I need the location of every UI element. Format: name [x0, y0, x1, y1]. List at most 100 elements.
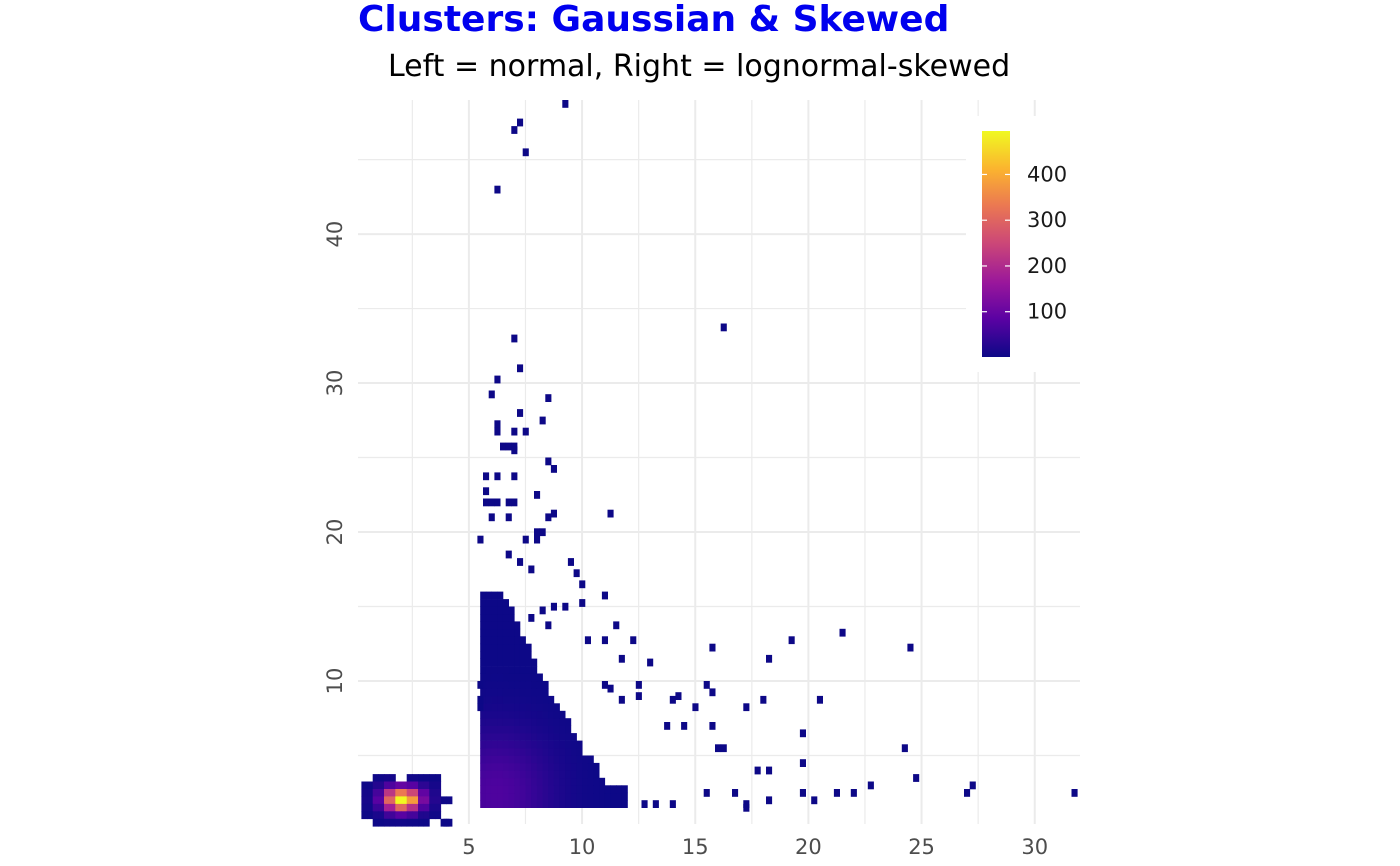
heatmap-cell	[964, 789, 971, 797]
heatmap-cell	[485, 777, 492, 786]
heatmap-cell	[485, 614, 492, 622]
heatmap-cell	[553, 718, 560, 726]
heatmap-cell	[576, 792, 583, 801]
heatmap-cell	[610, 792, 617, 801]
heatmap-cell	[553, 710, 560, 719]
heatmap-cell	[528, 565, 535, 574]
heatmap-cell	[599, 800, 606, 808]
heatmap-cell	[536, 681, 543, 689]
heatmap-cell	[361, 803, 368, 812]
heatmap-cell	[562, 100, 569, 108]
heatmap-cell	[531, 725, 538, 734]
heatmap-cell	[525, 777, 532, 786]
heatmap-cell	[502, 621, 509, 630]
heatmap-cell	[553, 725, 560, 734]
heatmap-cell	[491, 628, 498, 637]
heatmap-cell	[485, 740, 492, 749]
heatmap-cell	[508, 770, 515, 779]
heatmap-cell	[720, 744, 727, 753]
heatmap-cell	[531, 733, 538, 741]
heatmap-cell	[508, 777, 515, 786]
heatmap-cell	[542, 695, 549, 704]
heatmap-cell	[491, 733, 498, 741]
heatmap-cell	[542, 770, 549, 779]
heatmap-cell	[508, 740, 515, 749]
heatmap-cell	[565, 748, 572, 756]
heatmap-cell	[559, 770, 566, 779]
heatmap-cell	[480, 643, 487, 652]
heatmap-cell	[536, 688, 543, 697]
heatmap-cell	[412, 781, 419, 790]
heatmap-cell	[497, 606, 504, 615]
heatmap-cell	[519, 636, 526, 645]
heatmap-cell	[491, 748, 498, 756]
heatmap-cell	[816, 695, 823, 704]
heatmap-cell	[519, 718, 526, 726]
heatmap-cell	[372, 803, 379, 812]
heatmap-cell	[576, 785, 583, 794]
heatmap-cell	[497, 621, 504, 630]
heatmap-cell	[517, 558, 524, 566]
heatmap-cell	[502, 643, 509, 652]
heatmap-cell	[511, 498, 518, 507]
heatmap-cell	[502, 770, 509, 779]
heatmap-cell	[635, 681, 642, 689]
y-tick-label: 20	[323, 519, 347, 546]
heatmap-cell	[485, 762, 492, 771]
heatmap-cell	[423, 803, 430, 812]
heatmap-cell	[969, 781, 976, 790]
heatmap-cell	[576, 755, 583, 764]
heatmap-cell	[542, 800, 549, 808]
heatmap-cell	[491, 666, 498, 674]
heatmap-cell	[412, 774, 419, 782]
heatmap-cell	[901, 744, 908, 753]
heatmap-cell	[613, 621, 620, 630]
heatmap-cell	[548, 762, 555, 771]
heatmap-cell	[502, 614, 509, 622]
heatmap-cell	[477, 681, 484, 689]
heatmap-cell	[477, 703, 484, 712]
heatmap-cell	[384, 789, 391, 797]
heatmap-cell	[525, 718, 532, 726]
heatmap-cell	[511, 472, 518, 481]
heatmap-cell	[616, 792, 623, 801]
heatmap-cell	[548, 755, 555, 764]
heatmap-cell	[508, 792, 515, 801]
heatmap-cell	[565, 718, 572, 726]
heatmap-cell	[485, 673, 492, 682]
heatmap-cell	[497, 643, 504, 652]
heatmap-cell	[553, 792, 560, 801]
heatmap-cell	[480, 688, 487, 697]
heatmap-cell	[497, 658, 504, 667]
x-tick-label: 25	[908, 835, 935, 859]
heatmap-cell	[542, 703, 549, 712]
heatmap-cell	[601, 681, 608, 689]
heatmap-cell	[570, 733, 577, 741]
heatmap-cell	[669, 695, 676, 704]
heatmap-cell	[525, 695, 532, 704]
heatmap-cell	[542, 710, 549, 719]
heatmap-cell	[709, 643, 716, 652]
heatmap-cell	[536, 755, 543, 764]
heatmap-cell	[497, 591, 504, 600]
heatmap-cell	[553, 762, 560, 771]
heatmap-cell	[401, 818, 408, 827]
heatmap-cell	[536, 710, 543, 719]
heatmap-cell	[497, 628, 504, 637]
heatmap-cell	[548, 748, 555, 756]
heatmap-cell	[1071, 789, 1078, 797]
heatmap-cell	[525, 710, 532, 719]
heatmap-cell	[435, 789, 442, 797]
heatmap-cell	[514, 800, 521, 808]
heatmap-cell	[565, 777, 572, 786]
heatmap-cell	[525, 725, 532, 734]
heatmap-cell	[587, 777, 594, 786]
heatmap-cell	[536, 673, 543, 682]
heatmap-cell	[525, 673, 532, 682]
heatmap-cell	[508, 636, 515, 645]
heatmap-cell	[766, 766, 773, 775]
heatmap-cell	[519, 695, 526, 704]
heatmap-cell	[587, 792, 594, 801]
heatmap-cell	[485, 621, 492, 630]
